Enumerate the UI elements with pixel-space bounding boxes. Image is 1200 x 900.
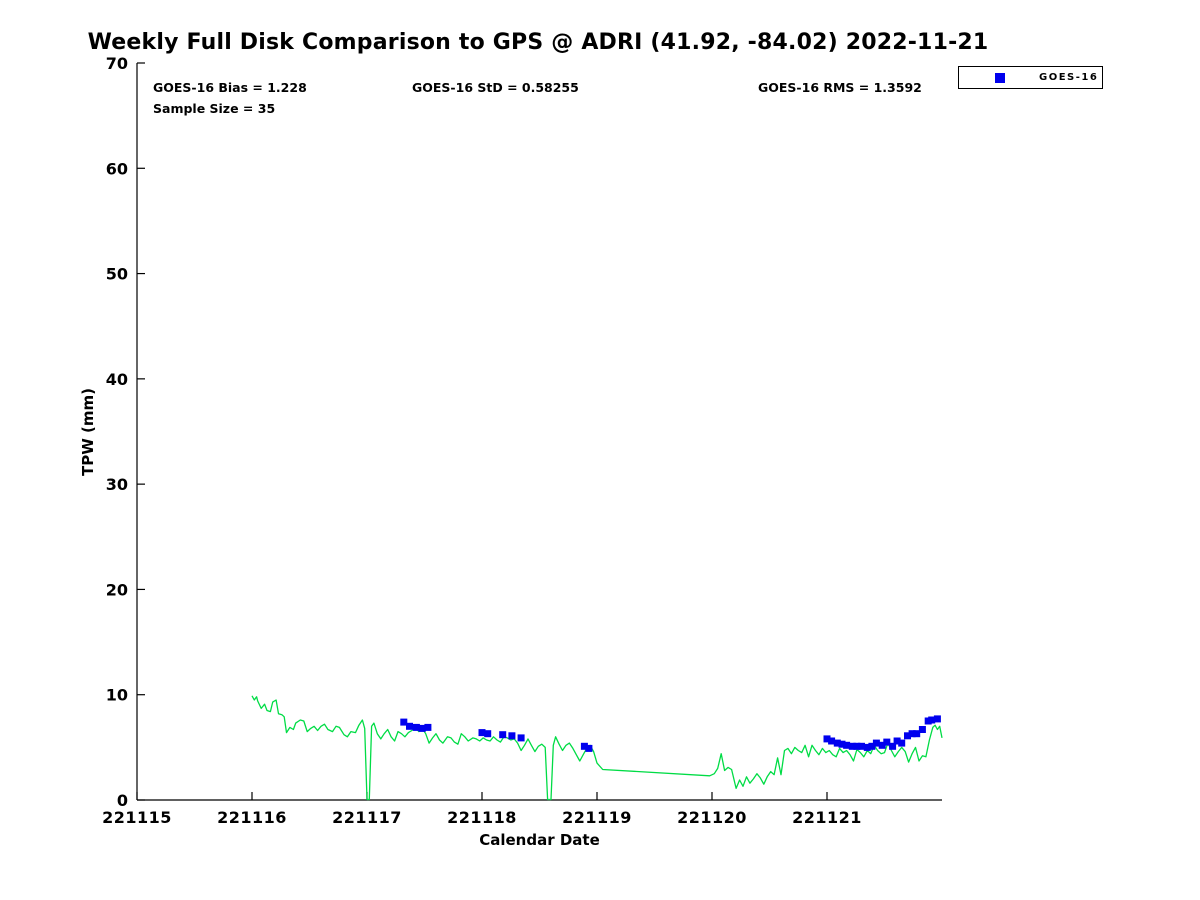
stat-std: GOES-16 StD = 0.58255 [412,80,579,95]
series-marker-goes-16 [484,730,492,738]
series-marker-goes-16 [893,737,901,745]
series-marker-goes-16 [908,730,916,738]
x-tick-label: 221120 [677,808,747,827]
legend-box: GOES-16 [958,66,1103,89]
x-tick-label: 221119 [562,808,632,827]
series-marker-goes-16 [928,716,936,724]
series-marker-goes-16 [913,730,921,738]
x-axis-label: Calendar Date [479,831,600,849]
series-marker-goes-16 [424,723,432,731]
series-marker-goes-16 [585,744,593,752]
series-marker-goes-16 [499,731,507,739]
series-marker-goes-16 [918,726,926,733]
series-marker-goes-16 [898,739,906,747]
series-marker-goes-16 [418,724,426,732]
series-marker-goes-16 [508,732,516,740]
series-marker-goes-16 [904,732,911,740]
stat-bias: GOES-16 Bias = 1.228 [153,80,307,95]
series-marker-goes-16 [878,741,886,749]
series-marker-goes-16 [580,742,588,750]
series-marker-goes-16 [412,723,420,731]
legend-label: GOES-16 [1039,72,1099,83]
x-tick-label: 221121 [792,808,862,827]
y-tick-label: 50 [106,265,128,284]
series-marker-goes-16 [843,741,851,749]
x-tick-label: 221118 [447,808,517,827]
series-marker-goes-16 [517,734,525,742]
y-tick-label: 0 [117,791,128,810]
series-marker-goes-16 [833,739,841,747]
series-marker-goes-16 [872,739,880,747]
y-tick-label: 60 [106,159,128,178]
x-tick-label: 221116 [217,808,287,827]
y-tick-label: 10 [106,686,128,705]
y-tick-label: 40 [106,370,128,389]
series-marker-goes-16 [406,722,413,730]
x-tick-label: 221117 [332,808,402,827]
series-marker-goes-16 [868,742,876,750]
chart-title: Weekly Full Disk Comparison to GPS @ ADR… [87,30,989,55]
series-marker-goes-16 [400,718,408,726]
series-marker-goes-16 [863,743,871,751]
x-tick-label: 221115 [102,808,172,827]
y-tick-label: 30 [106,475,128,494]
series-marker-goes-16 [858,742,865,750]
series-marker-goes-16 [933,715,941,723]
legend-marker-square-icon [995,72,1005,83]
series-marker-goes-16 [889,742,897,750]
series-marker-goes-16 [478,729,486,737]
series-marker-goes-16 [848,742,856,750]
series-marker-goes-16 [828,737,836,745]
y-tick-label: 20 [106,580,128,599]
series-marker-goes-16 [823,735,831,743]
y-axis-label: TPW (mm) [79,388,97,476]
stat-sample-size: Sample Size = 35 [153,101,276,116]
series-line-gps [251,695,943,801]
series-marker-goes-16 [838,740,846,748]
stat-rms: GOES-16 RMS = 1.3592 [758,80,922,95]
y-tick-label: 70 [106,54,128,73]
series-marker-goes-16 [853,742,861,750]
series-marker-goes-16 [883,738,891,746]
